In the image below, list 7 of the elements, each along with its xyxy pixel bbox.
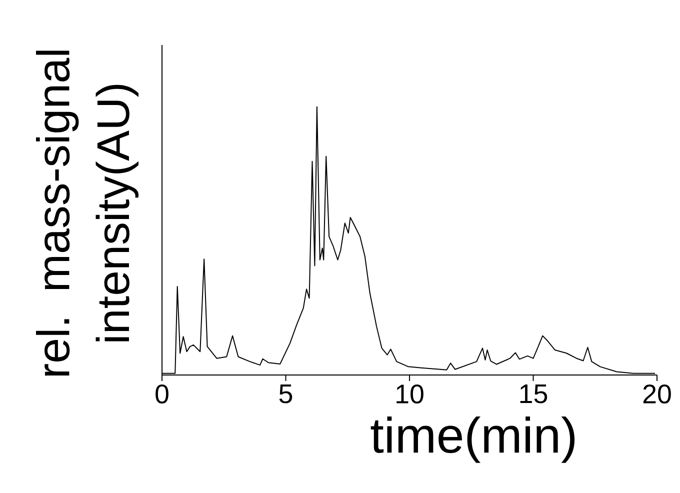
x-axis-title: time(min) xyxy=(370,416,575,463)
x-tick-label: 20 xyxy=(643,384,671,404)
x-tick-label: 15 xyxy=(520,384,548,404)
x-tick-label: 10 xyxy=(396,384,424,404)
y-axis-title: rel. mass-signal intensity(AU) xyxy=(36,50,138,376)
x-tick-label: 5 xyxy=(279,384,292,404)
x-tick-label: 0 xyxy=(156,384,168,404)
